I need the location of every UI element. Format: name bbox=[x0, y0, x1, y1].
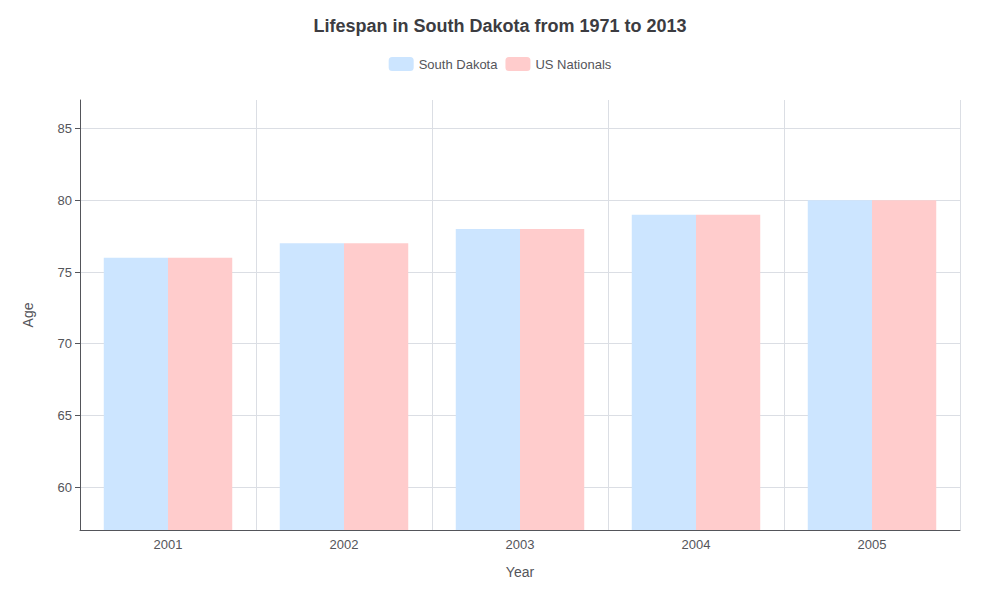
svg-text:2001: 2001 bbox=[154, 537, 183, 552]
svg-text:Year: Year bbox=[506, 564, 535, 580]
svg-text:US Nationals: US Nationals bbox=[535, 57, 611, 72]
svg-text:South Dakota: South Dakota bbox=[419, 57, 499, 72]
svg-text:85: 85 bbox=[58, 121, 72, 136]
svg-text:75: 75 bbox=[58, 265, 72, 280]
svg-text:80: 80 bbox=[58, 193, 72, 208]
svg-text:2002: 2002 bbox=[330, 537, 359, 552]
svg-text:2005: 2005 bbox=[858, 537, 887, 552]
svg-text:Lifespan in South Dakota from: Lifespan in South Dakota from 1971 to 20… bbox=[313, 16, 686, 36]
svg-text:65: 65 bbox=[58, 408, 72, 423]
svg-text:2004: 2004 bbox=[682, 537, 711, 552]
svg-text:2003: 2003 bbox=[506, 537, 535, 552]
svg-text:70: 70 bbox=[58, 336, 72, 351]
svg-text:60: 60 bbox=[58, 480, 72, 495]
svg-text:Age: Age bbox=[20, 302, 36, 327]
